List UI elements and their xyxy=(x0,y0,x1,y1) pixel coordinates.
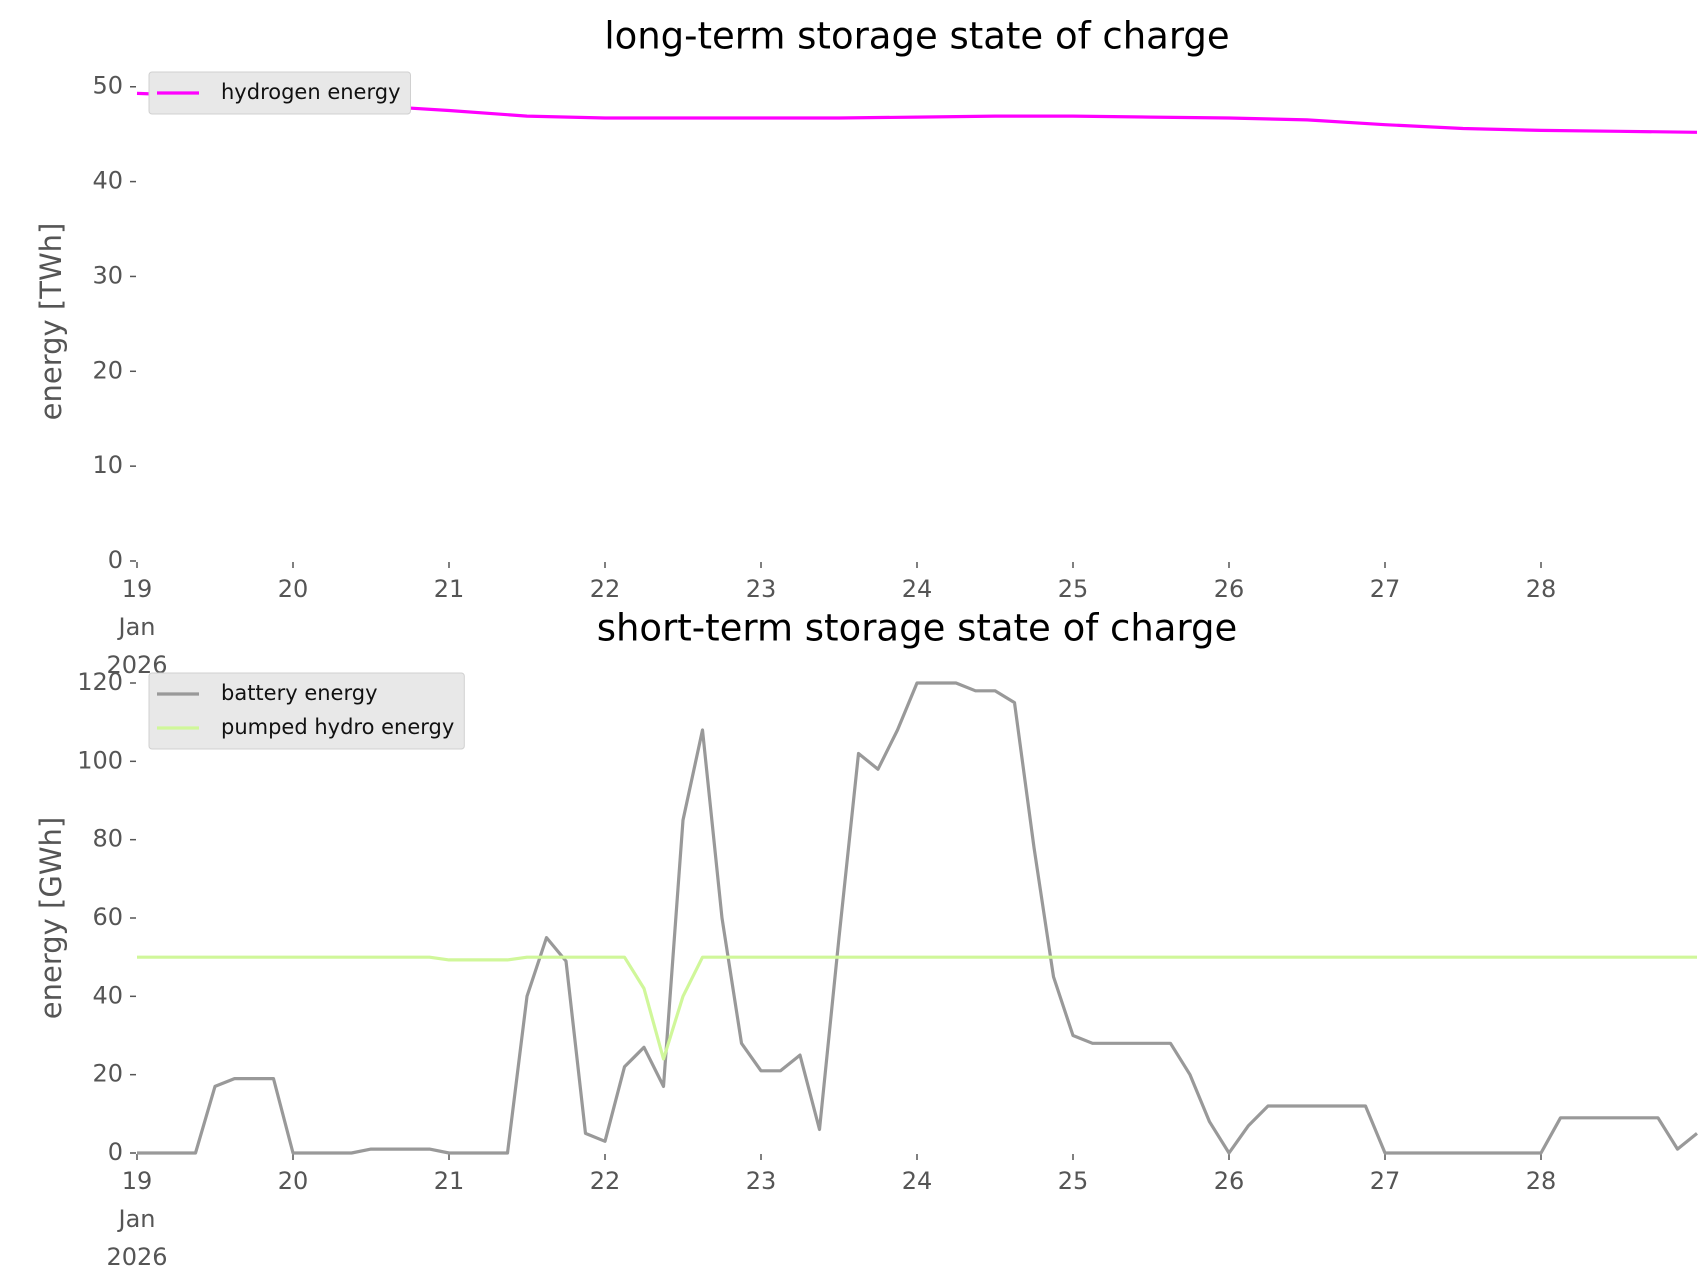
x-tick-label: 20 xyxy=(278,1167,309,1195)
series-line xyxy=(137,681,1699,1155)
x-tick-label: 22 xyxy=(590,575,621,603)
chart-title: short-term storage state of charge xyxy=(597,607,1238,650)
x-tick-label: 23 xyxy=(746,575,777,603)
y-tick-label: 0 xyxy=(108,1138,123,1166)
y-tick-label: 80 xyxy=(92,825,123,853)
x-tick-label: 27 xyxy=(1370,1167,1401,1195)
x-tick-label: 21 xyxy=(434,1167,465,1195)
legend-label: hydrogen energy xyxy=(221,80,401,104)
legend: battery energy pumped hydro energy xyxy=(148,672,465,750)
y-tick-label: 10 xyxy=(92,451,123,479)
y-axis-label: energy [TWh] xyxy=(34,223,68,421)
x-tick-label: 26 xyxy=(1214,1167,1245,1195)
series-line xyxy=(137,955,1697,1061)
legend-box xyxy=(148,672,465,750)
chart-title: long-term storage state of charge xyxy=(604,15,1229,58)
x-tick-label: 27 xyxy=(1370,575,1401,603)
y-tick-label: 60 xyxy=(92,903,123,931)
legend-label: battery energy xyxy=(221,681,378,705)
y-tick-label: 50 xyxy=(92,72,123,100)
y-axis-label: energy [GWh] xyxy=(34,817,68,1019)
x-tick-label: 21 xyxy=(434,575,465,603)
legend: hydrogen energy xyxy=(148,71,411,115)
y-tick-label: 40 xyxy=(92,167,123,195)
legend-box xyxy=(148,71,411,115)
x-tick-label: 25 xyxy=(1058,575,1089,603)
x-tick-label: 22 xyxy=(590,1167,621,1195)
y-tick-label: 120 xyxy=(77,668,123,696)
y-tick-label: 100 xyxy=(77,746,123,774)
x-tick-label: 23 xyxy=(746,1167,777,1195)
y-tick-label: 40 xyxy=(92,981,123,1009)
x-tick-label: 28 xyxy=(1526,1167,1557,1195)
y-tick-label: 20 xyxy=(92,1060,123,1088)
x-tick-label: 19 Jan 2026 xyxy=(106,1167,167,1271)
x-tick-label: 19 Jan 2026 xyxy=(106,575,167,679)
x-tick-label: 24 xyxy=(902,1167,933,1195)
y-tick-label: 0 xyxy=(108,546,123,574)
x-tick-label: 24 xyxy=(902,575,933,603)
x-tick-label: 26 xyxy=(1214,575,1245,603)
x-tick-label: 20 xyxy=(278,575,309,603)
x-tick-label: 28 xyxy=(1526,575,1557,603)
y-tick-label: 20 xyxy=(92,356,123,384)
y-tick-label: 30 xyxy=(92,261,123,289)
legend-label: pumped hydro energy xyxy=(221,715,454,739)
x-tick-label: 25 xyxy=(1058,1167,1089,1195)
